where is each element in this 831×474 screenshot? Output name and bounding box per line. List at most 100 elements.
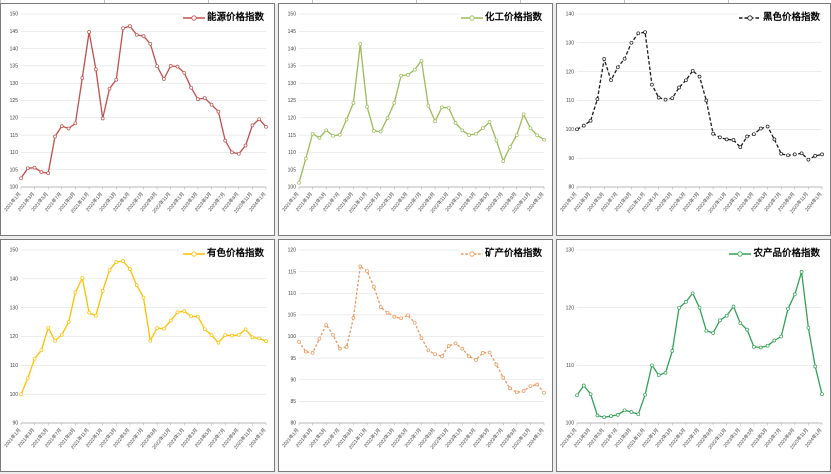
y-tick-label: 140 [288, 46, 297, 52]
data-point-marker [684, 300, 688, 304]
data-point-marker [419, 336, 424, 341]
data-point-marker [94, 313, 98, 318]
data-point-marker [134, 32, 139, 37]
data-point-marker [615, 65, 620, 70]
data-point-marker [609, 78, 613, 83]
data-point-marker [175, 64, 180, 69]
data-point-marker [114, 260, 119, 264]
data-point-marker [514, 390, 519, 395]
data-point-marker [758, 126, 763, 131]
y-tick-label: 130 [288, 81, 297, 87]
data-point-marker [521, 389, 526, 393]
data-point-marker [650, 82, 654, 87]
data-point-marker [487, 350, 492, 355]
y-tick-label: 115 [10, 133, 18, 139]
legend-label: 矿产价格指数 [484, 248, 542, 260]
data-point-marker [609, 414, 613, 418]
nonferrous-price-index-plot: 901001101201301401502021年1月2021年3月2021年5… [2, 248, 268, 451]
ferrous-price-index-plot: 80901001101201301402021年1月2021年3月2021年5月… [558, 12, 824, 215]
data-point-marker [528, 126, 533, 131]
y-tick-label: 80 [290, 421, 296, 427]
data-point-marker [480, 126, 485, 131]
data-point-marker [752, 132, 756, 137]
data-point-marker [297, 339, 301, 344]
data-point-marker [684, 78, 688, 83]
data-point-marker [697, 305, 702, 310]
y-tick-label: 120 [10, 334, 19, 340]
data-point-marker [508, 386, 512, 391]
y-tick-label: 125 [10, 98, 19, 104]
data-point-marker [622, 56, 627, 61]
y-tick-label: 100 [288, 185, 297, 191]
y-tick-label: 150 [288, 12, 297, 18]
data-point-marker [772, 137, 777, 142]
data-point-marker [779, 151, 784, 156]
data-point-marker [128, 267, 132, 271]
chart-panel-nonferrous-price-index[interactable]: 90 100 110 120 130 140 150 2021年1月 2021年3月 2021年5… [0, 239, 275, 472]
chart-panel-agricultural-price-index[interactable]: 100 110 120 130 2021年1月 2021年3月 2021年5月 2021年7月… [556, 239, 831, 472]
data-point-marker [257, 336, 262, 341]
data-point-marker [745, 327, 749, 332]
legend-label: 化工价格指数 [484, 12, 542, 24]
data-point-marker [39, 170, 44, 174]
data-point-marker [474, 358, 478, 362]
data-point-marker [175, 310, 180, 315]
data-point-marker [501, 159, 506, 163]
series-line [576, 271, 823, 418]
data-point-marker [264, 339, 268, 343]
chart-panel-chemical-price-index[interactable]: 100 105 110 115 120 125 130 135 140 145 150 2021年1月… [278, 3, 553, 236]
data-point-marker [711, 331, 715, 335]
data-point-marker [542, 137, 546, 142]
y-tick-label: 135 [288, 64, 297, 70]
y-tick-label: 140 [10, 46, 19, 52]
y-tick-label: 85 [290, 399, 296, 405]
data-point-marker [189, 314, 193, 319]
data-point-marker [385, 116, 390, 120]
data-point-marker [636, 412, 641, 417]
chart-panel-energy-price-index[interactable]: 100 105 110 115 120 125 130 135 140 145 150 2021年1月… [0, 3, 275, 236]
data-point-marker [250, 335, 255, 340]
y-tick-label: 100 [566, 127, 575, 133]
y-tick-label: 105 [288, 167, 297, 173]
data-point-marker [331, 133, 335, 138]
agricultural-price-index-plot: 1001101201302021年1月2021年3月2021年5月2021年7月… [558, 248, 824, 451]
data-point-marker [46, 171, 51, 176]
data-point-marker [310, 351, 315, 355]
data-point-marker [602, 415, 607, 420]
data-point-marker [209, 102, 214, 107]
data-point-marker [697, 74, 702, 79]
data-point-marker [494, 138, 499, 143]
data-point-marker [426, 348, 431, 353]
data-point-marker [216, 340, 221, 345]
data-point-marker [19, 176, 23, 181]
data-point-marker [786, 153, 790, 158]
data-point-marker [66, 126, 71, 131]
data-point-marker [230, 150, 234, 155]
data-point-marker [792, 292, 797, 297]
y-tick-label: 130 [10, 305, 19, 311]
data-point-marker [59, 124, 64, 128]
data-point-marker [134, 283, 139, 288]
data-point-marker [202, 96, 207, 100]
data-point-marker [765, 343, 770, 348]
y-tick-label: 90 [568, 156, 574, 162]
y-tick-label: 110 [288, 150, 296, 156]
data-point-marker [257, 117, 262, 122]
data-point-marker [636, 31, 641, 36]
chart-panel-mineral-price-index[interactable]: 80 85 90 95 100 105 110 115 120 2021年1月 2021年3月 202… [278, 239, 553, 472]
y-tick-label: 130 [566, 41, 575, 47]
chart-panel-ferrous-price-index[interactable]: 80 90 100 110 120 130 140 2021年1月 2021年3月 2021年5月… [556, 3, 831, 236]
data-point-marker [344, 345, 349, 349]
data-point-marker [378, 305, 383, 309]
data-point-marker [250, 123, 255, 128]
data-point-marker [704, 98, 709, 103]
data-point-marker [358, 264, 363, 269]
data-point-marker [73, 290, 78, 295]
data-point-marker [32, 356, 37, 361]
data-point-marker [711, 131, 715, 136]
data-point-marker [114, 77, 119, 82]
y-tick-label: 100 [566, 421, 575, 427]
data-point-marker [508, 145, 512, 150]
data-point-marker [575, 393, 579, 398]
data-point-marker [141, 295, 146, 300]
